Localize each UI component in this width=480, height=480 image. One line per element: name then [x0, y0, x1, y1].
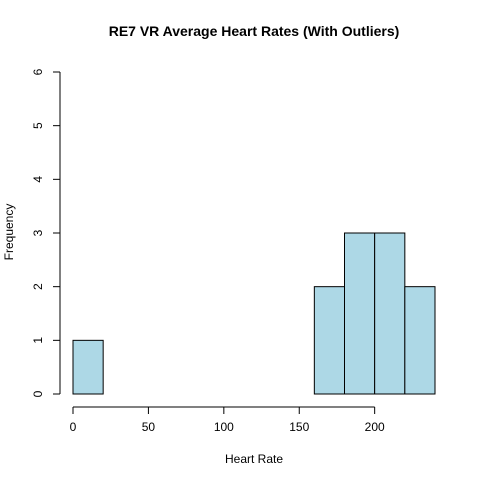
- y-tick-label-2: 2: [31, 283, 45, 290]
- y-tick-label-5: 5: [31, 122, 45, 129]
- y-tick-label-1: 1: [31, 337, 45, 344]
- y-tick-label-4: 4: [31, 176, 45, 183]
- bars-layer: [72, 232, 436, 395]
- x-axis-label: Heart Rate: [225, 452, 283, 466]
- y-tick-label-3: 3: [31, 229, 45, 236]
- y-axis-label: Frequency: [2, 204, 16, 261]
- histogram-bar-180-200: [344, 232, 376, 395]
- histogram-bar-200-220: [374, 232, 406, 395]
- x-axis: 0 50 100 150 200: [70, 406, 385, 434]
- x-tick-label-200: 200: [365, 420, 385, 434]
- y-axis: 0 1 2 3 4 5 6: [31, 68, 61, 397]
- x-tick-label-50: 50: [142, 420, 156, 434]
- chart-title: RE7 VR Average Heart Rates (With Outlier…: [109, 23, 400, 39]
- histogram-bar-160-180: [313, 286, 346, 395]
- y-tick-label-0: 0: [31, 390, 45, 397]
- y-tick-label-6: 6: [31, 68, 45, 75]
- histogram-bar-0-20: [72, 339, 104, 395]
- x-tick-label-150: 150: [289, 420, 309, 434]
- x-tick-label-0: 0: [70, 420, 77, 434]
- histogram-bar-220-240: [404, 286, 436, 395]
- x-tick-label-100: 100: [214, 420, 234, 434]
